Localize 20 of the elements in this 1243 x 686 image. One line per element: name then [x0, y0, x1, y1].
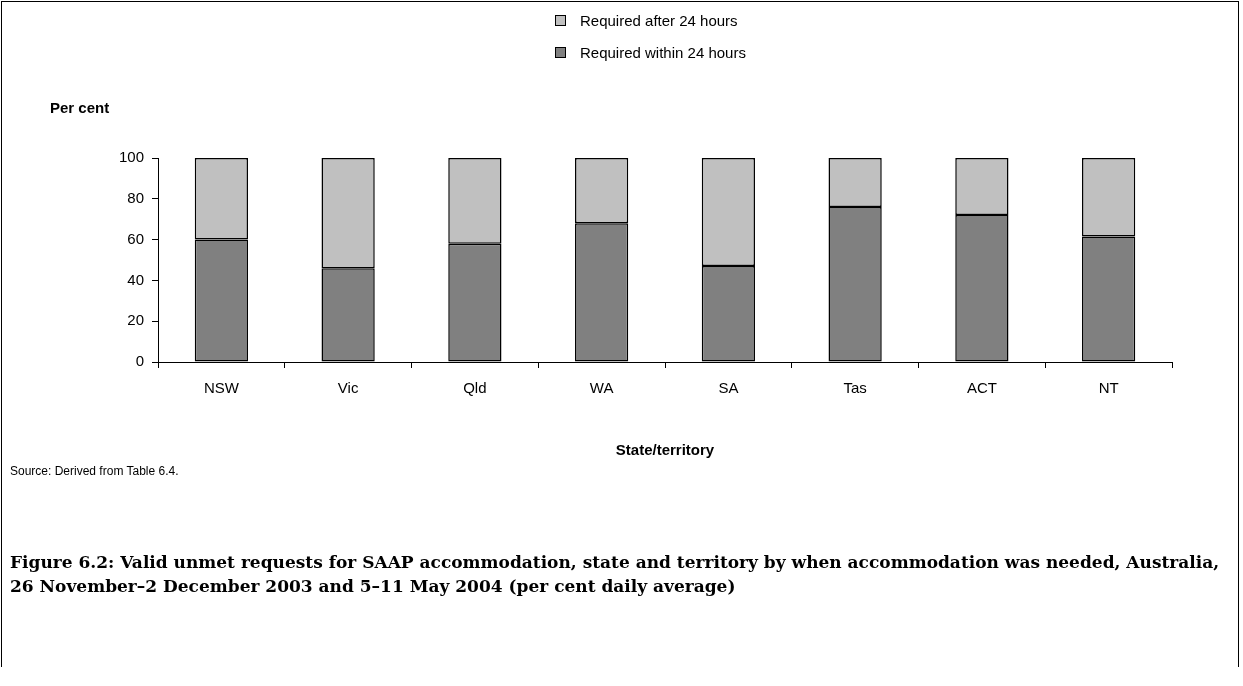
- source-note: Source: Derived from Table 6.4.: [10, 464, 179, 478]
- y-tick-label: 100: [118, 148, 144, 166]
- legend-label: Required after 24 hours: [580, 11, 738, 29]
- y-axis-title: Per cent: [50, 99, 110, 116]
- x-tick-label: ACT: [966, 379, 997, 397]
- x-tick-label: Tas: [843, 379, 867, 397]
- x-tick-label: NSW: [203, 379, 240, 397]
- x-axis-title: State/territory: [614, 441, 716, 458]
- y-tick-label: 20: [127, 311, 144, 329]
- y-tick-label: 40: [127, 270, 144, 288]
- text: Figure 6.2: Valid unmet requests for SAAP accommodation, state and territory by when accommodation was needed, Australia, 26 November–2 December 2003 and 5–11 May 2004 (per cent daily average): [10, 551, 1221, 598]
- y-tick-label: 80: [127, 188, 144, 206]
- y-tick-label: 0: [135, 352, 144, 370]
- x-tick-label: WA: [589, 379, 614, 397]
- x-tick-label: NT: [1098, 379, 1119, 397]
- y-tick-label: 60: [127, 229, 144, 247]
- x-tick-label: SA: [718, 379, 739, 397]
- legend-label: Required within 24 hours: [580, 43, 746, 61]
- x-tick-label: Qld: [463, 379, 487, 397]
- x-tick-label: Vic: [337, 379, 359, 397]
